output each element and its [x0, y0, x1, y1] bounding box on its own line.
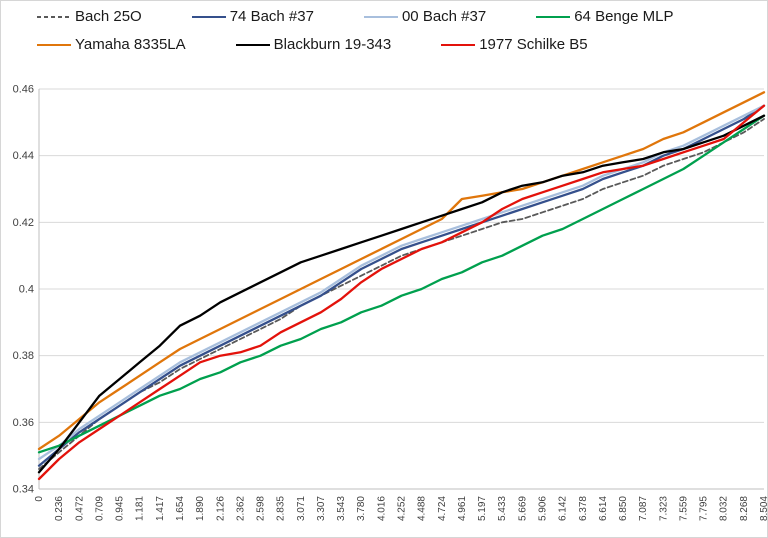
legend-label: 64 Benge MLP: [574, 8, 674, 25]
x-tick-label: 5.906: [537, 496, 548, 521]
legend-marker-line: [37, 15, 71, 18]
y-tick-label: 0.46: [13, 84, 34, 96]
x-tick-label: 0.709: [94, 496, 105, 521]
legend-marker-line: [536, 15, 571, 18]
x-tick-label: 0.945: [115, 496, 126, 521]
series-line: [37, 114, 766, 474]
x-tick-label: 6.614: [598, 496, 609, 521]
legend-marker-line: [235, 43, 270, 46]
legend-label: Yamaha 8335LA: [75, 36, 186, 53]
legend-item: Blackburn 19-343: [235, 36, 392, 53]
y-tick-label: 0.36: [13, 417, 34, 429]
legend-label: Bach 25O: [75, 8, 142, 25]
chart-legend: Bach 25O 74 Bach #37 00 Bach #37 64 Benge M…: [37, 8, 737, 53]
x-tick-label: 3.780: [356, 496, 367, 521]
x-tick-label: 8.268: [739, 496, 750, 521]
series-line: [37, 104, 766, 481]
series-line: [37, 104, 766, 467]
x-tick-label: 3.543: [336, 496, 347, 521]
legend-marker-line: [363, 15, 398, 18]
x-tick-label: 7.559: [678, 496, 689, 521]
x-tick-label: 2.362: [235, 496, 246, 521]
x-tick-label: 6.378: [578, 496, 589, 521]
legend-marker-line: [441, 43, 476, 46]
x-tick-label: 7.323: [658, 496, 669, 521]
x-tick-label: 4.724: [437, 496, 448, 521]
x-tick-label: 1.417: [155, 496, 166, 521]
x-tick-label: 4.961: [457, 496, 468, 521]
y-tick-label: 0.42: [13, 217, 34, 229]
x-tick-label: 0.236: [54, 496, 65, 521]
x-tick-label: 4.488: [417, 496, 428, 521]
legend-item: 64 Benge MLP: [536, 8, 673, 25]
legend-item: 1977 Schilke B5: [441, 36, 588, 53]
x-tick-label: 0.472: [74, 496, 85, 521]
y-tick-label: 0.44: [13, 150, 34, 162]
x-tick-label: 8.032: [719, 496, 730, 521]
x-tick-label: 6.850: [618, 496, 629, 521]
legend-item: Bach 25O: [37, 8, 142, 25]
legend-item: Yamaha 8335LA: [37, 36, 186, 53]
legend-label: 1977 Schilke B5: [479, 36, 588, 53]
x-tick-label: 4.252: [397, 496, 408, 521]
series-line: [37, 91, 766, 451]
x-tick-label: 2.598: [256, 496, 267, 521]
y-tick-label: 0.34: [13, 484, 34, 496]
x-tick-label: 1.654: [175, 496, 186, 521]
series-line: [38, 118, 765, 470]
legend-label: 00 Bach #37: [401, 8, 487, 25]
x-tick-label: 1.181: [135, 496, 146, 521]
y-tick-label: 0.4: [19, 284, 34, 296]
x-tick-label: 2.126: [215, 496, 226, 521]
x-tick-label: 4.016: [376, 496, 387, 521]
legend-item: 00 Bach #37: [363, 8, 487, 25]
x-tick-label: 7.087: [638, 496, 649, 521]
x-tick-label: 2.835: [276, 496, 287, 521]
x-tick-label: 1.890: [195, 496, 206, 521]
legend-label: Blackburn 19-343: [273, 36, 392, 53]
x-tick-label: 3.307: [316, 496, 327, 521]
series-line: [37, 104, 766, 461]
legend-label: 74 Bach #37: [229, 8, 314, 25]
x-tick-label: 5.197: [477, 496, 488, 521]
y-tick-label: 0.38: [13, 350, 34, 362]
x-tick-label: 3.071: [296, 496, 307, 521]
x-tick-label: 5.433: [497, 496, 508, 521]
x-tick-label: 0: [34, 496, 45, 502]
legend-marker-line: [37, 43, 71, 46]
x-tick-label: 6.142: [558, 496, 569, 521]
x-tick-label: 5.669: [517, 496, 528, 521]
legend-marker-line: [191, 15, 226, 18]
series-line: [37, 114, 766, 454]
legend-item: 74 Bach #37: [191, 8, 314, 25]
x-tick-label: 7.795: [699, 496, 710, 521]
x-tick-label: 8.504: [759, 496, 768, 521]
